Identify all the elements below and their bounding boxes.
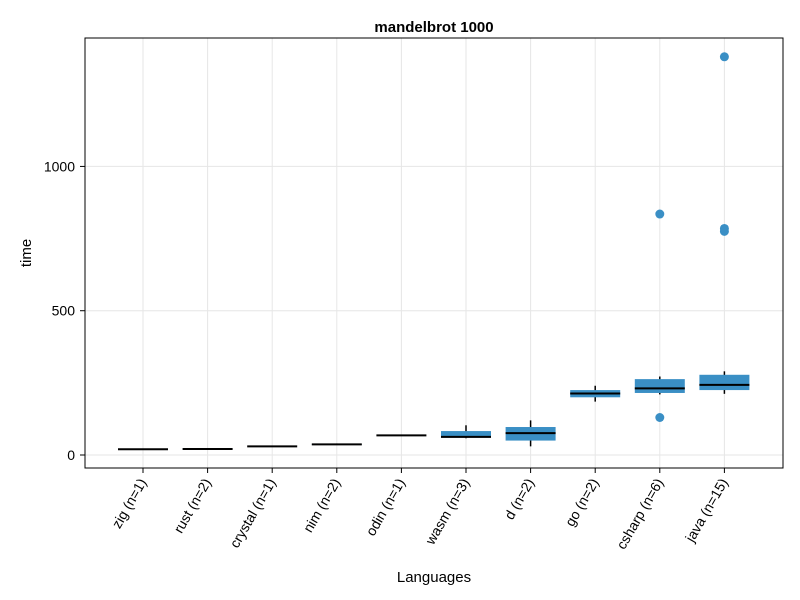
outlier-point (655, 209, 665, 219)
plot-frame (84, 37, 784, 469)
grid-lines (85, 38, 783, 468)
chart-title: mandelbrot 1000 (374, 19, 493, 36)
x-tick-label: odin (n=1) (362, 476, 408, 539)
axis-ticks: 0 500 1000 zig (n=1) rust (n=2) crystal (n=1)… (44, 158, 731, 551)
x-tick-label: nim (n=2) (300, 476, 344, 536)
box-nim (311, 443, 362, 446)
box-rust (182, 447, 233, 450)
outlier-point (719, 52, 729, 62)
box-d (505, 420, 556, 447)
box-body (441, 431, 491, 438)
box-body (634, 379, 685, 393)
x-tick-label: java (n=15) (681, 476, 731, 546)
box-go (570, 385, 621, 402)
y-tick-label: 0 (67, 447, 75, 463)
x-tick-label: d (n=2) (501, 476, 537, 523)
x-tick-label: zig (n=1) (108, 476, 149, 532)
box-java (699, 52, 750, 394)
x-tick-label: go (n=2) (562, 476, 602, 530)
x-axis-label: Languages (397, 569, 471, 586)
outlier-point (719, 223, 729, 233)
x-tick-label: csharp (n=6) (613, 476, 666, 552)
outlier-point (655, 412, 665, 422)
box-wasm (441, 425, 491, 439)
box-body (699, 374, 750, 391)
y-axis-label: time (18, 239, 35, 267)
box-csharp (634, 209, 685, 422)
x-tick-label: crystal (n=1) (226, 476, 279, 551)
y-tick-label: 500 (52, 303, 76, 319)
y-tick-label: 1000 (44, 158, 75, 174)
x-tick-label: wasm (n=3) (421, 476, 472, 549)
boxes (118, 52, 750, 451)
x-tick-label: rust (n=2) (170, 476, 214, 536)
